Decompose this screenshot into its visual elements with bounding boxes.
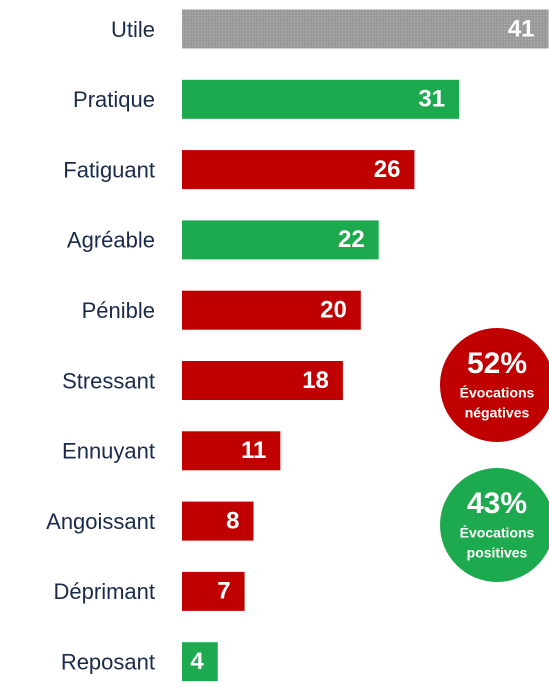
summary-circle — [440, 468, 549, 582]
bar — [182, 642, 218, 682]
bar — [182, 501, 254, 541]
value-label: 22 — [338, 226, 365, 253]
summary-percent: 52% — [467, 347, 527, 380]
value-label: 4 — [190, 648, 204, 675]
bar — [182, 79, 460, 119]
category-label: Fatiguant — [63, 157, 155, 182]
category-label: Agréable — [67, 228, 155, 253]
summary-text: négatives — [465, 405, 530, 421]
bar — [182, 361, 343, 400]
value-label: 41 — [508, 15, 535, 42]
summary-text: Évocations — [460, 385, 535, 401]
category-label: Ennuyant — [62, 439, 155, 464]
value-label: 18 — [302, 367, 329, 394]
summary-text: Évocations — [460, 525, 535, 541]
bar — [182, 9, 549, 49]
value-label: 11 — [241, 437, 266, 464]
value-label: 31 — [418, 86, 445, 113]
bar — [182, 571, 245, 611]
category-label: Pénible — [82, 298, 155, 323]
summary-circle — [440, 328, 549, 442]
category-label: Stressant — [62, 368, 155, 393]
summary-percent: 43% — [467, 487, 527, 520]
bar — [182, 150, 415, 190]
category-label: Angoissant — [46, 509, 155, 534]
bar — [182, 290, 361, 330]
value-label: 26 — [374, 156, 401, 183]
value-label: 8 — [226, 507, 239, 534]
value-label: 20 — [320, 297, 347, 324]
category-label: Pratique — [73, 87, 155, 112]
category-label: Reposant — [61, 650, 155, 675]
category-label: Déprimant — [54, 579, 155, 604]
summary-text: positives — [467, 545, 528, 561]
category-label: Utile — [111, 17, 155, 42]
value-label: 7 — [217, 578, 230, 605]
bar — [182, 220, 379, 260]
bar — [182, 431, 281, 471]
